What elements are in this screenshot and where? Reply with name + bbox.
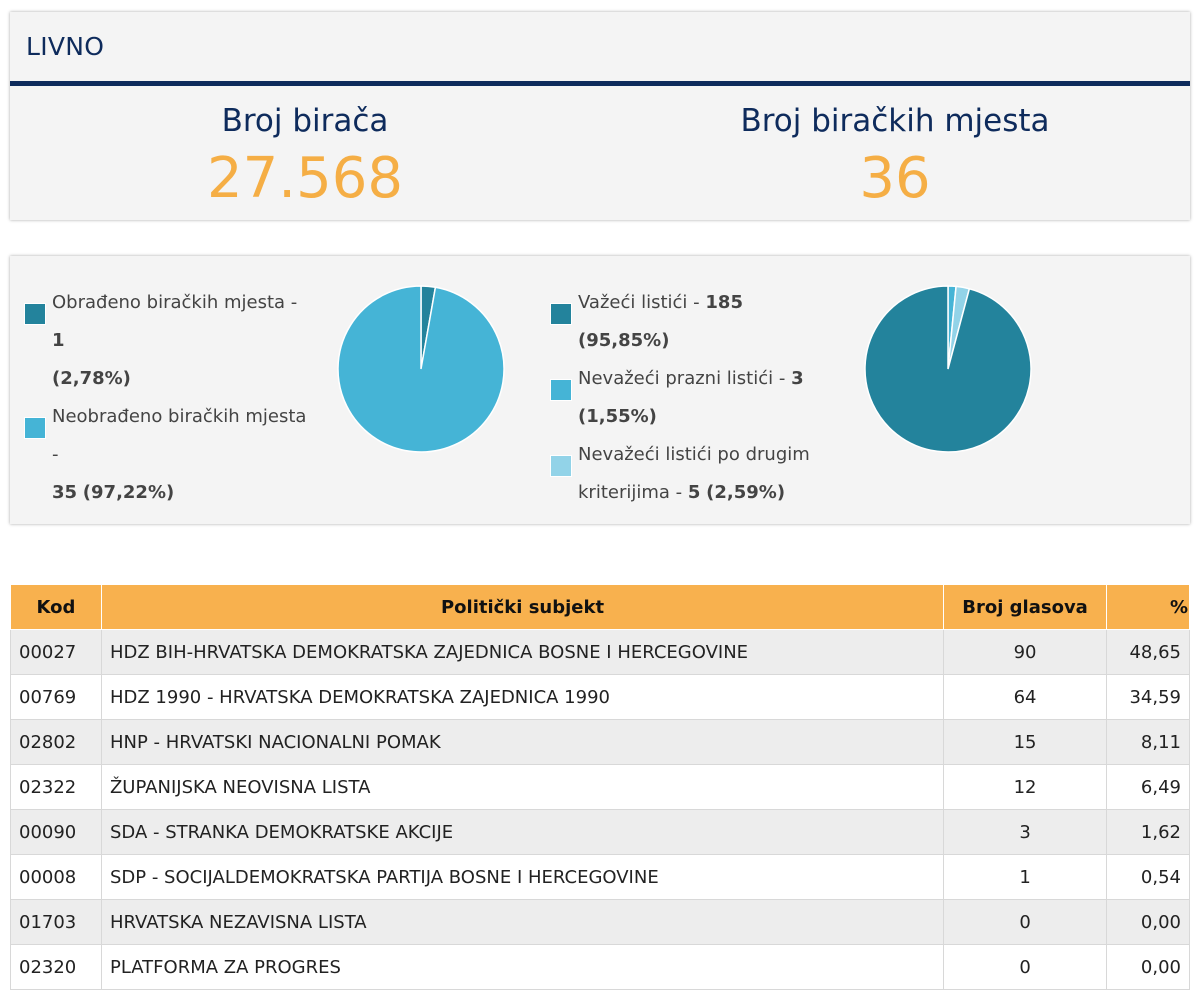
results-table: Kod Politički subjekt Broj glasova % 000… [10,584,1191,990]
ballots-pie-chart [864,285,1032,453]
cell-subject: HDZ BIH-HRVATSKA DEMOKRATSKA ZAJEDNICA B… [100,629,945,675]
table-row[interactable]: 02322 ŽUPANIJSKA NEOVISNA LISTA 12 6,49 [10,764,1191,810]
table-row[interactable]: 00090 SDA - STRANKA DEMOKRATSKE AKCIJE 3 1,… [10,809,1191,855]
col-header-votes[interactable]: Broj glasova [943,584,1107,630]
cell-votes: 90 [943,629,1107,675]
legend-item-valid[interactable]: Važeći listići - 185 (95,85%) [550,284,810,360]
legend-swatch [550,303,572,325]
cell-kod: 00769 [10,674,102,720]
legend-label: Obrađeno biračkih mjesta [52,292,286,313]
cell-percent: 34,59 [1105,674,1191,720]
table-row[interactable]: 02320 PLATFORMA ZA PROGRES 0 0,00 [10,944,1191,990]
legend-item-invalid-other[interactable]: Nevažeći listići po drugim kriterijima -… [550,436,810,512]
legend-count: 185 [705,292,743,313]
legend-pct: (2,78%) [52,368,131,389]
table-row[interactable]: 02802 HNP - HRVATSKI NACIONALNI POMAK 15 8,… [10,719,1191,765]
legend-pct: (1,55%) [578,406,657,427]
stations-pie-chart [337,285,505,453]
legend-swatch [24,303,46,325]
legend-swatch [550,379,572,401]
stations-label: Broj biračkih mjesta [740,103,1050,139]
cell-percent: 1,62 [1105,809,1191,855]
legend-pct: (2,59%) [706,482,786,503]
ballots-legend: Važeći listići - 185 (95,85%) Nevažeći p… [550,284,810,512]
voters-stat: Broj birača 27.568 [10,86,600,220]
voters-label: Broj birača [221,103,389,139]
cell-votes: 64 [943,674,1107,720]
pie-slice[interactable] [864,285,1032,453]
summary-panel: LIVNO Broj birača 27.568 Broj biračkih m… [10,12,1190,220]
cell-subject: HNP - HRVATSKI NACIONALNI POMAK [100,719,945,765]
col-header-subject[interactable]: Politički subjekt [100,584,945,630]
cell-kod: 01703 [10,899,102,945]
legend-pct: (97,22%) [82,482,175,503]
table-row[interactable]: 01703 HRVATSKA NEZAVISNA LISTA 0 0,00 [10,899,1191,945]
cell-subject: SDA - STRANKA DEMOKRATSKE AKCIJE [100,809,945,855]
legend-count: 35 [52,482,78,503]
voters-value: 27.568 [207,146,403,211]
legend-label: Nevažeći listići po drugim kriterijima [578,444,810,503]
municipality-header: LIVNO [10,12,1190,86]
charts-panel: Obrađeno biračkih mjesta - 1 (2,78%) Neo… [10,256,1190,524]
cell-kod: 02320 [10,944,102,990]
cell-votes: 15 [943,719,1107,765]
table-row[interactable]: 00769 HDZ 1990 - HRVATSKA DEMOKRATSKA ZAJ… [10,674,1191,720]
legend-swatch [550,455,572,477]
cell-subject: ŽUPANIJSKA NEOVISNA LISTA [100,764,945,810]
cell-kod: 02802 [10,719,102,765]
legend-item-unprocessed[interactable]: Neobrađeno biračkih mjesta - 35 (97,22%) [24,398,314,512]
legend-swatch [24,417,46,439]
municipality-title: LIVNO [26,32,105,61]
cell-kod: 02322 [10,764,102,810]
cell-percent: 48,65 [1105,629,1191,675]
cell-kod: 00027 [10,629,102,675]
cell-percent: 0,00 [1105,944,1191,990]
legend-pct: (95,85%) [578,330,670,351]
cell-percent: 8,11 [1105,719,1191,765]
stations-value: 36 [859,146,931,211]
col-header-kod[interactable]: Kod [10,584,102,630]
cell-subject: HRVATSKA NEZAVISNA LISTA [100,899,945,945]
legend-count: 1 [52,330,65,351]
legend-count: 5 [687,482,701,503]
legend-label: Važeći listići [578,292,688,313]
cell-percent: 6,49 [1105,764,1191,810]
stations-stat: Broj biračkih mjesta 36 [600,86,1190,220]
cell-subject: HDZ 1990 - HRVATSKA DEMOKRATSKA ZAJEDNIC… [100,674,945,720]
legend-count: 3 [791,368,804,389]
cell-subject: SDP - SOCIJALDEMOKRATSKA PARTIJA BOSNE I… [100,854,945,900]
legend-item-invalid-blank[interactable]: Nevažeći prazni listići - 3 (1,55%) [550,360,810,436]
cell-votes: 12 [943,764,1107,810]
table-row[interactable]: 00008 SDP - SOCIJALDEMOKRATSKA PARTIJA BO… [10,854,1191,900]
table-header-row: Kod Politički subjekt Broj glasova % [10,584,1191,630]
cell-votes: 0 [943,944,1107,990]
cell-kod: 00090 [10,809,102,855]
legend-item-processed[interactable]: Obrađeno biračkih mjesta - 1 (2,78%) [24,284,314,398]
cell-votes: 0 [943,899,1107,945]
cell-kod: 00008 [10,854,102,900]
pie-slice[interactable] [337,285,505,453]
cell-subject: PLATFORMA ZA PROGRES [100,944,945,990]
legend-label: Nevažeći prazni listići [578,368,774,389]
legend-label: Neobrađeno biračkih mjesta [52,406,307,427]
cell-votes: 1 [943,854,1107,900]
col-header-percent[interactable]: % [1105,584,1191,630]
table-row[interactable]: 00027 HDZ BIH-HRVATSKA DEMOKRATSKA ZAJEDN… [10,629,1191,675]
stations-legend: Obrađeno biračkih mjesta - 1 (2,78%) Neo… [24,284,314,512]
cell-percent: 0,54 [1105,854,1191,900]
stats-row: Broj birača 27.568 Broj biračkih mjesta … [10,86,1190,220]
cell-votes: 3 [943,809,1107,855]
cell-percent: 0,00 [1105,899,1191,945]
